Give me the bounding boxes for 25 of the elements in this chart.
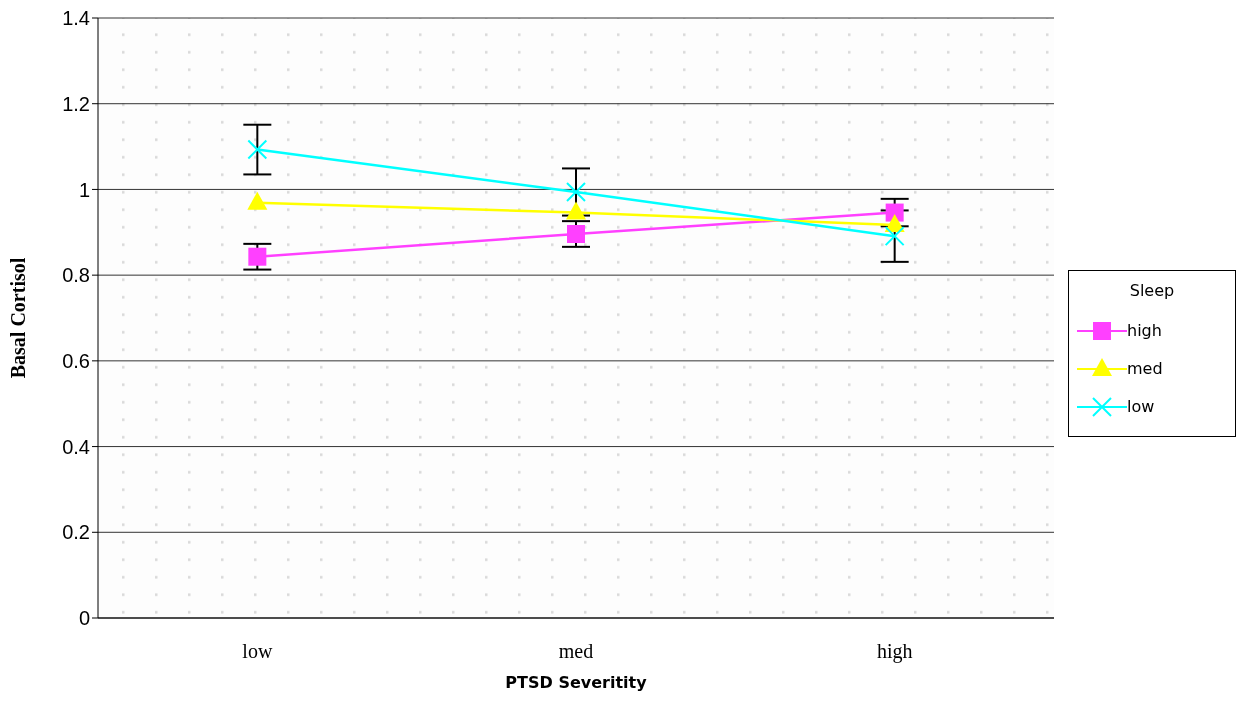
y-tick-label: 0.4 [62, 435, 90, 458]
y-tick-label: 0 [78, 607, 90, 630]
point [567, 225, 585, 243]
y-axis-title: Basal Cortisol [7, 257, 30, 379]
x-axis-title: PTSD Severitity [505, 673, 648, 692]
legend-label: low [1127, 397, 1155, 416]
y-tick-label: 0.6 [62, 349, 90, 372]
point [884, 214, 905, 232]
point [566, 182, 586, 202]
legend-title: Sleep [1128, 280, 1176, 300]
x-tick-label: low [242, 640, 273, 663]
legend-label: med [1127, 359, 1163, 378]
y-tick-label: 1.4 [62, 7, 90, 30]
legend-label: high [1127, 321, 1162, 340]
x-tick-label: high [876, 640, 913, 664]
point [248, 247, 267, 266]
y-tick-label: 1.2 [62, 92, 90, 115]
y-tick-label: 0.8 [62, 264, 90, 287]
y-tick-label: 1 [78, 178, 90, 201]
y-tick-label: 0.2 [62, 521, 90, 544]
point [247, 191, 268, 210]
point [247, 139, 268, 160]
x-tick-label: med [558, 640, 594, 663]
point [566, 201, 586, 220]
point [884, 226, 905, 247]
